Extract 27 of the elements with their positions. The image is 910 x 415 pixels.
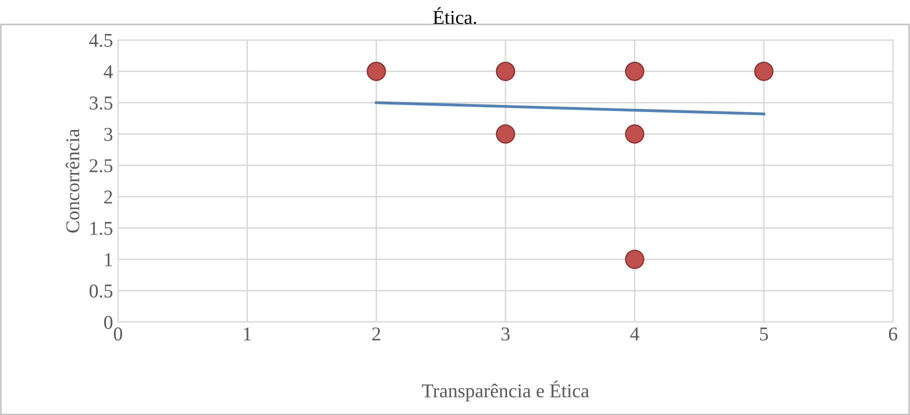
y-tick-label: 1 [105,253,112,266]
y-axis-title: Concorrência [66,128,80,233]
x-tick-label: 1 [244,328,251,340]
y-tick-label: 0 [104,316,112,329]
point [625,250,644,269]
x-tick-label: 3 [502,327,510,341]
y-tick-label: 2 [104,190,112,204]
x-tick-label: 4 [630,328,640,340]
y-tick-label: 2.5 [90,159,112,172]
y-tick-label: 4 [104,65,113,78]
point [625,124,644,144]
y-tick-label: 4.5 [89,34,112,48]
point [496,124,516,144]
point [366,62,386,81]
x-axis-title: Transparência e Ética [422,380,590,402]
point [625,62,644,81]
chart-title: Ética. [433,7,476,24]
x-tick-label: 5 [760,328,768,341]
x-tick-label: 0 [114,327,122,341]
point [754,62,774,81]
point [496,62,516,81]
x-tick-label: 6 [888,327,898,341]
y-tick-label: 3.5 [90,96,112,110]
y-tick-label: 3 [104,128,112,141]
x-tick-label: 2 [372,327,380,340]
y-tick-label: 1.5 [90,222,112,236]
y-tick-label: 0.5 [90,284,112,298]
